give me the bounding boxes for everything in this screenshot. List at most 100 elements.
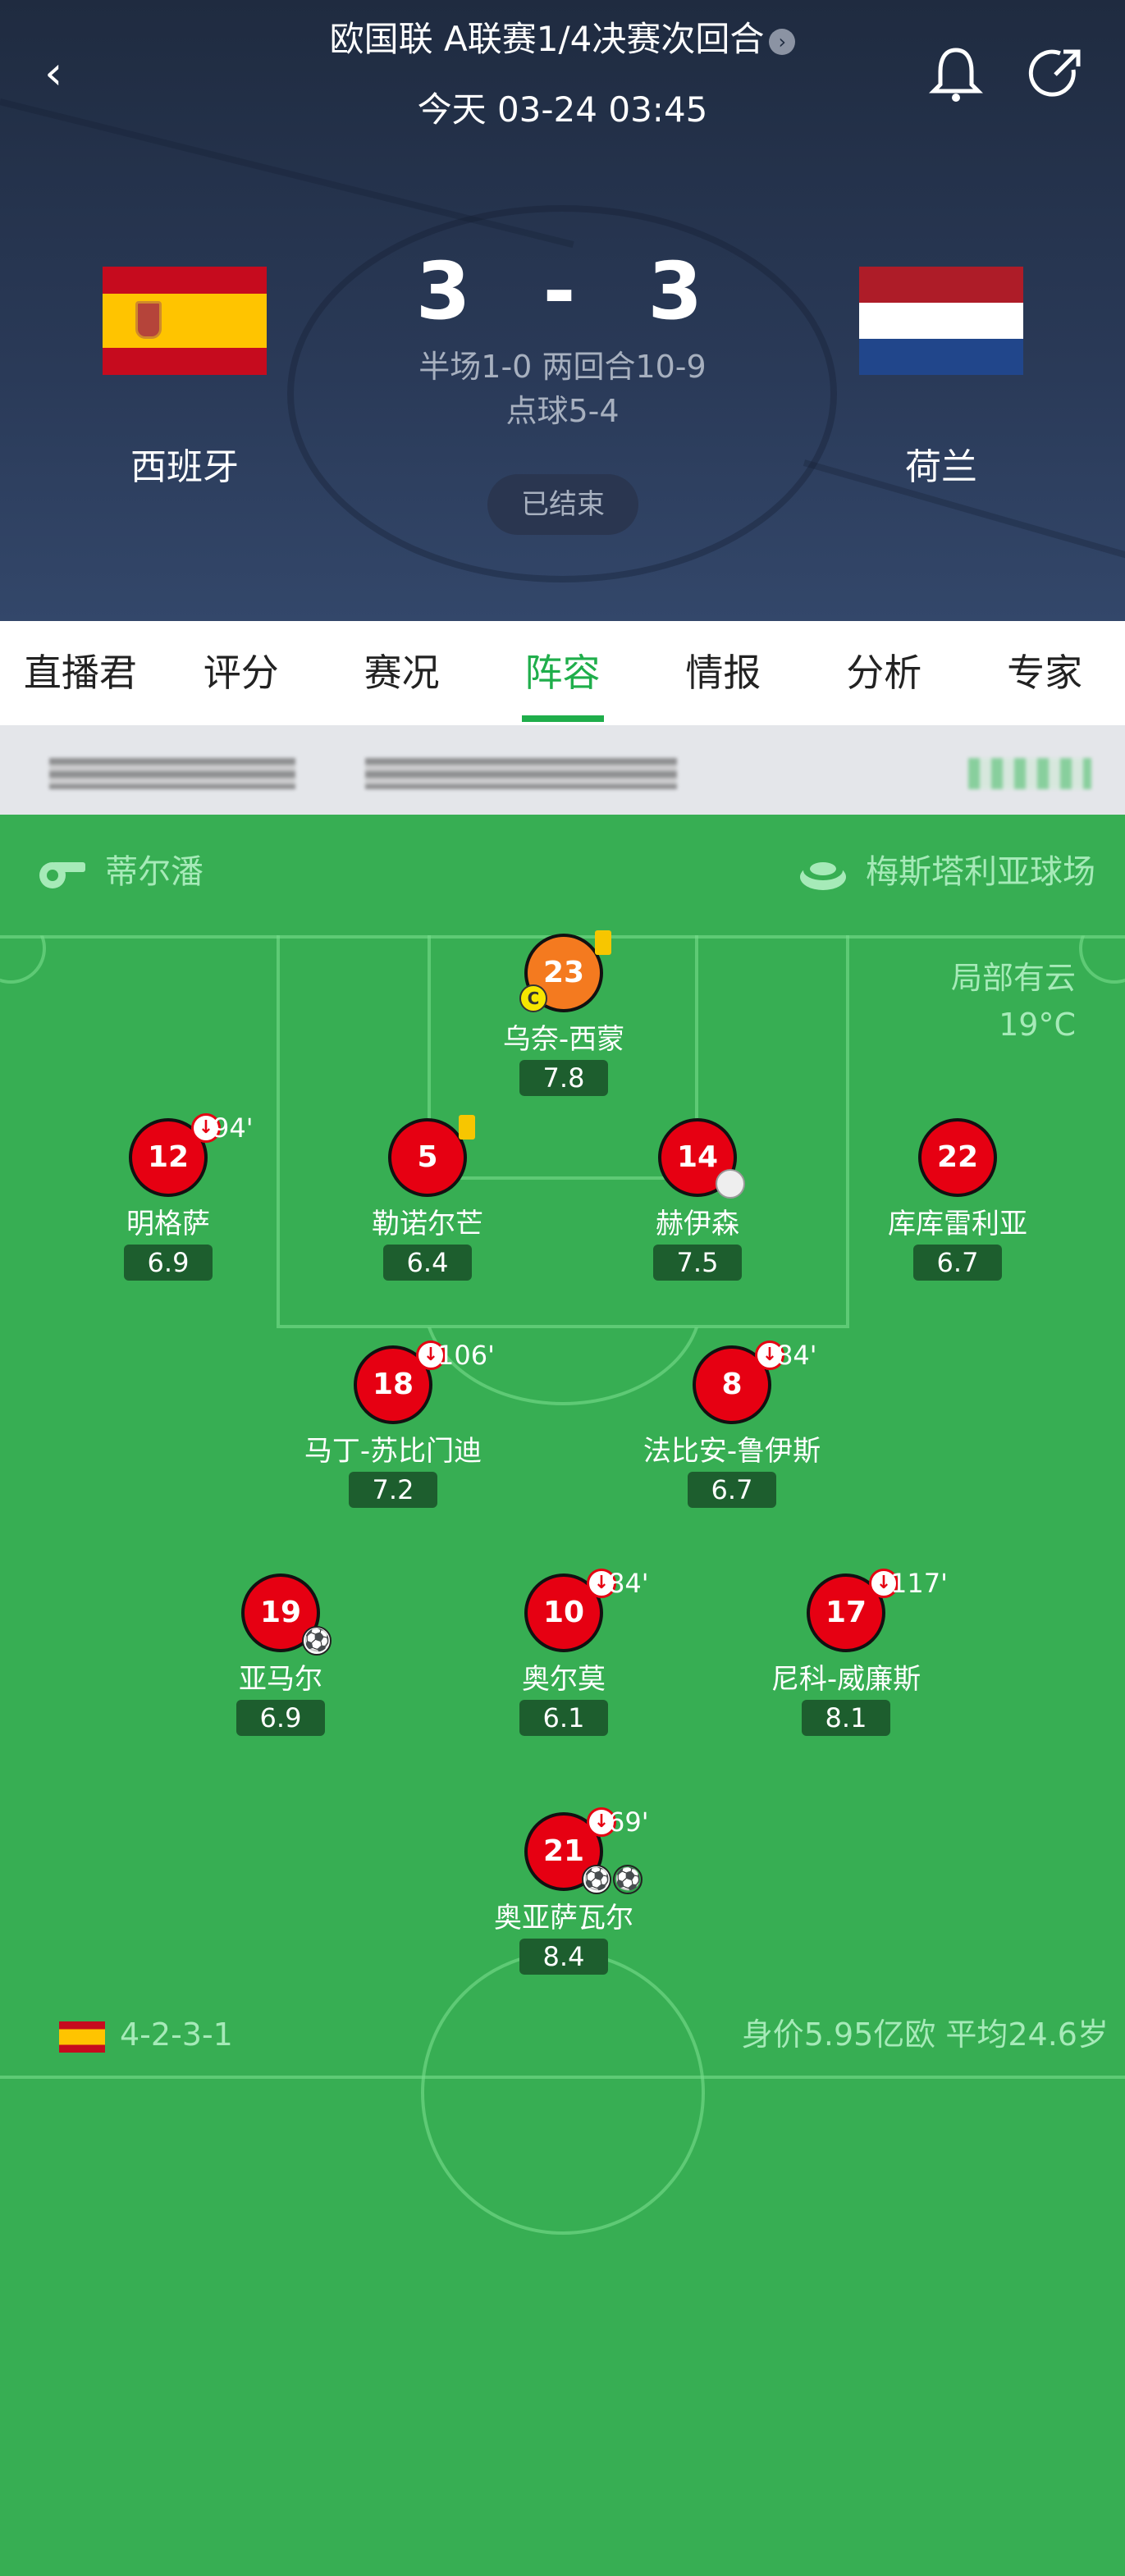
player-rating: 6.1 xyxy=(519,1700,608,1736)
stadium-info: 梅斯塔利亚球场 xyxy=(798,845,1095,899)
player-name: 法比安-鲁伊斯 xyxy=(643,1435,821,1468)
tab-1[interactable]: 评分 xyxy=(203,651,279,695)
shirt-number: 5 xyxy=(417,1140,438,1174)
substitution-off-icon: ↓ xyxy=(191,1113,221,1143)
player-22[interactable]: 22 库库雷利亚 6.7 xyxy=(835,1118,1081,1281)
referee-name: 蒂尔潘 xyxy=(105,853,204,891)
score-separator: - xyxy=(542,245,583,337)
player-rating: 7.5 xyxy=(653,1245,742,1281)
substitution-off-icon: ↓ xyxy=(587,1807,616,1837)
shirt-number-badge: 22 xyxy=(918,1118,997,1197)
tab-6[interactable]: 专家 xyxy=(1007,651,1083,695)
player-18[interactable]: 18 ↓ 106' 马丁-苏比门迪 7.2 xyxy=(270,1340,516,1508)
stadium-name: 梅斯塔利亚球场 xyxy=(866,853,1095,891)
player-name: 奥亚萨瓦尔 xyxy=(494,1902,633,1934)
shirt-number-badge: 10 ↓ 84' xyxy=(524,1568,649,1652)
back-button[interactable]: ‹ xyxy=(44,47,63,100)
competition-label: 欧国联 A联赛1/4决赛次回合 xyxy=(329,19,765,59)
squad-summary: 身价5.95亿欧 平均24.6岁 xyxy=(741,2016,1109,2053)
player-10[interactable]: 10 ↓ 84' 奥尔莫 6.1 xyxy=(441,1568,687,1736)
shirt-number: 18 xyxy=(372,1368,414,1401)
formation-info: 4-2-3-1 xyxy=(59,2012,233,2058)
yellow-card-icon xyxy=(459,1115,475,1140)
player-name: 库库雷利亚 xyxy=(888,1208,1027,1240)
player-name: 勒诺尔芒 xyxy=(372,1208,483,1240)
home-team-name[interactable]: 西班牙 xyxy=(130,446,239,488)
temperature-label: 19°C xyxy=(999,1007,1076,1043)
shirt-number-badge: 18 ↓ 106' xyxy=(354,1340,495,1424)
shirt-number-badge: 5 xyxy=(388,1115,475,1197)
player-name: 尼科-威廉斯 xyxy=(771,1663,921,1696)
blurred-content xyxy=(49,758,295,789)
tab-3[interactable]: 阵容 xyxy=(482,621,643,725)
goal-ball-icon: ⚽ xyxy=(302,1626,332,1656)
player-23[interactable]: 23 C 乌奈-西蒙 7.8 xyxy=(441,930,687,1096)
spain-flag-icon xyxy=(59,2021,105,2053)
bell-icon[interactable] xyxy=(929,45,983,104)
injury-icon xyxy=(716,1169,745,1199)
player-name: 明格萨 xyxy=(126,1208,210,1240)
player-name: 亚马尔 xyxy=(239,1663,322,1696)
substitution-minute: 84' xyxy=(608,1568,649,1599)
shirt-number-badge: 14 xyxy=(658,1118,745,1199)
substitution-off-icon: ↓ xyxy=(587,1569,616,1598)
player-19[interactable]: 19 ⚽ 亚马尔 6.9 xyxy=(158,1573,404,1736)
player-rating: 6.4 xyxy=(383,1245,472,1281)
share-icon[interactable] xyxy=(1027,45,1085,103)
player-name: 乌奈-西蒙 xyxy=(502,1023,625,1056)
player-rating: 6.7 xyxy=(913,1245,1002,1281)
substitution-minute: 117' xyxy=(890,1568,948,1599)
referee-info: 蒂尔潘 xyxy=(36,845,204,899)
match-datetime: 今天 03-24 03:45 xyxy=(417,89,708,130)
tab-bar: 直播君 评分 赛况 阵容 情报 分析 专家 xyxy=(0,621,1125,725)
match-status-badge: 已结束 xyxy=(487,474,638,535)
substitution-off-icon: ↓ xyxy=(416,1341,446,1370)
player-rating: 6.7 xyxy=(688,1472,776,1508)
formation-label: 4-2-3-1 xyxy=(120,2016,233,2053)
halftime-aggregate: 半场1-0 两回合10-9 xyxy=(418,349,707,385)
penalty-goal-icon: ⚽ xyxy=(613,1865,643,1894)
watermark-circle xyxy=(287,205,837,582)
shirt-number-badge: 17 ↓ 117' xyxy=(807,1568,948,1652)
substitution-minute: 69' xyxy=(608,1806,649,1838)
substitution-minute: 94' xyxy=(213,1112,254,1144)
captain-icon: C xyxy=(519,984,547,1012)
player-21[interactable]: 21 ↓ 69' ⚽ ⚽ 奥亚萨瓦尔 8.4 xyxy=(441,1806,687,1975)
scoreline: 3-3 xyxy=(0,246,1125,336)
substitution-off-icon: ↓ xyxy=(755,1341,784,1370)
shirt-number: 10 xyxy=(542,1596,585,1629)
home-team-flag[interactable] xyxy=(103,267,267,375)
shirt-number-badge: 8 ↓ 84' xyxy=(693,1340,817,1424)
away-team-flag[interactable] xyxy=(859,267,1023,375)
match-header: ‹ 欧国联 A联赛1/4决赛次回合 › 今天 03-24 03:45 3-3 半场… xyxy=(0,0,1125,621)
shirt-number: 17 xyxy=(825,1596,867,1629)
player-12[interactable]: 12 ↓ 94' 明格萨 6.9 xyxy=(45,1112,291,1281)
player-rating: 6.9 xyxy=(236,1700,325,1736)
shirt-number: 19 xyxy=(259,1596,302,1629)
player-rating: 8.4 xyxy=(519,1939,608,1975)
substitution-minute: 106' xyxy=(437,1340,495,1371)
player-17[interactable]: 17 ↓ 117' 尼科-威廉斯 8.1 xyxy=(723,1568,969,1736)
tab-2[interactable]: 赛况 xyxy=(364,651,440,695)
player-8[interactable]: 8 ↓ 84' 法比安-鲁伊斯 6.7 xyxy=(609,1340,855,1508)
competition-title[interactable]: 欧国联 A联赛1/4决赛次回合 › xyxy=(0,16,1125,62)
blurred-content xyxy=(968,758,1091,789)
tab-5[interactable]: 分析 xyxy=(846,651,922,695)
shirt-number: 12 xyxy=(147,1140,190,1174)
goal-area xyxy=(428,935,698,1180)
player-rating: 7.8 xyxy=(519,1060,608,1096)
blurred-content xyxy=(365,758,677,789)
tab-0[interactable]: 直播君 xyxy=(23,651,137,695)
blurred-banner[interactable] xyxy=(0,725,1125,815)
shirt-number-badge: 23 C xyxy=(519,930,611,1012)
shirt-number: 14 xyxy=(676,1140,719,1174)
shirt-number: 21 xyxy=(542,1834,585,1868)
player-rating: 7.2 xyxy=(349,1472,437,1508)
away-score: 3 xyxy=(647,245,710,337)
player-14[interactable]: 14 赫伊森 7.5 xyxy=(574,1118,821,1281)
tab-4[interactable]: 情报 xyxy=(685,651,761,695)
player-5[interactable]: 5 勒诺尔芒 6.4 xyxy=(304,1115,551,1281)
substitution-off-icon: ↓ xyxy=(869,1569,899,1598)
away-team-name[interactable]: 荷兰 xyxy=(905,446,977,488)
shirt-number: 8 xyxy=(721,1368,743,1401)
